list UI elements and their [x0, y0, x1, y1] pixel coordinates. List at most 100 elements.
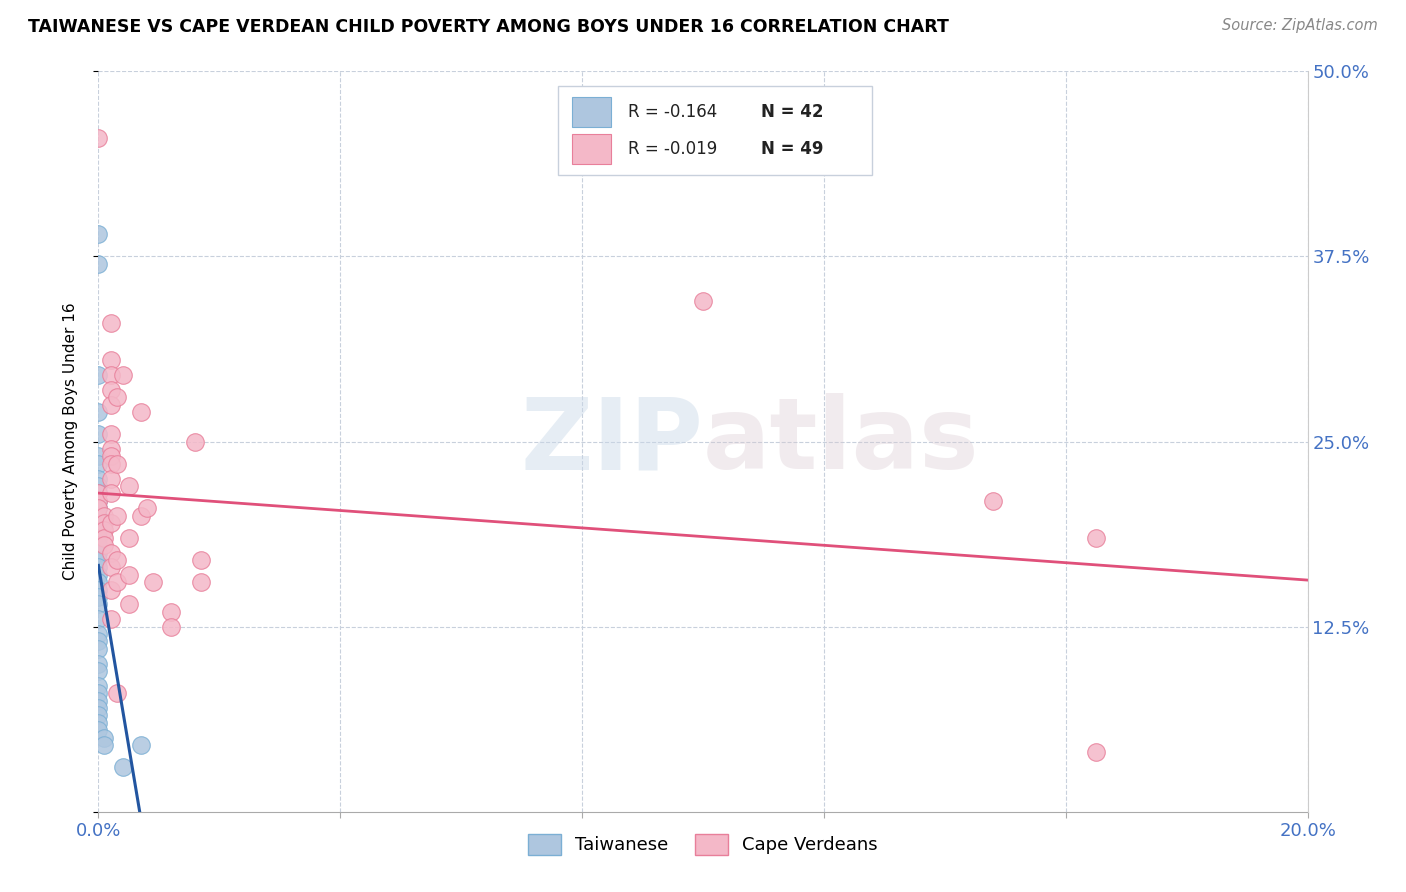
- Text: Source: ZipAtlas.com: Source: ZipAtlas.com: [1222, 18, 1378, 33]
- Point: [93, 738, 115, 752]
- Point: [105, 553, 128, 567]
- Point: [87, 708, 110, 723]
- Point: [692, 293, 714, 308]
- Point: [100, 316, 122, 330]
- Text: ZIP: ZIP: [520, 393, 703, 490]
- Point: [87, 493, 110, 508]
- Point: [160, 605, 183, 619]
- Point: [87, 227, 110, 242]
- Point: [87, 701, 110, 715]
- Bar: [572, 135, 612, 164]
- Point: [87, 664, 110, 678]
- Point: [118, 567, 141, 582]
- Point: [100, 398, 122, 412]
- Point: [105, 508, 128, 523]
- Point: [87, 641, 110, 656]
- Text: N = 42: N = 42: [761, 103, 824, 121]
- Point: [87, 479, 110, 493]
- Point: [100, 368, 122, 382]
- Point: [100, 450, 122, 464]
- Point: [87, 501, 110, 516]
- Point: [87, 553, 110, 567]
- Bar: [572, 97, 612, 127]
- Point: [129, 738, 152, 752]
- Point: [87, 131, 110, 145]
- Point: [93, 516, 115, 530]
- Point: [87, 627, 110, 641]
- Point: [87, 546, 110, 560]
- Point: [93, 508, 115, 523]
- Point: [100, 427, 122, 442]
- Point: [100, 582, 122, 597]
- Text: N = 49: N = 49: [761, 140, 824, 158]
- Point: [129, 405, 152, 419]
- Point: [87, 368, 110, 382]
- Point: [100, 383, 122, 397]
- Point: [87, 405, 110, 419]
- Point: [184, 434, 207, 449]
- Point: [100, 457, 122, 471]
- Point: [87, 657, 110, 671]
- Point: [87, 575, 110, 590]
- Point: [100, 612, 122, 626]
- Text: R = -0.019: R = -0.019: [628, 140, 717, 158]
- Point: [87, 538, 110, 552]
- Point: [87, 524, 110, 538]
- Point: [87, 486, 110, 500]
- Point: [87, 686, 110, 700]
- Point: [87, 427, 110, 442]
- Point: [87, 567, 110, 582]
- Point: [87, 694, 110, 708]
- Point: [1085, 531, 1108, 545]
- Point: [118, 598, 141, 612]
- Point: [100, 486, 122, 500]
- Text: R = -0.164: R = -0.164: [628, 103, 717, 121]
- Text: atlas: atlas: [703, 393, 980, 490]
- Bar: [558, 87, 872, 175]
- Point: [87, 590, 110, 604]
- Point: [93, 538, 115, 552]
- Point: [87, 457, 110, 471]
- Point: [87, 598, 110, 612]
- Point: [1085, 746, 1108, 760]
- Point: [87, 516, 110, 530]
- Point: [100, 353, 122, 368]
- Point: [87, 723, 110, 738]
- Point: [105, 390, 128, 404]
- Point: [981, 493, 1004, 508]
- Point: [100, 516, 122, 530]
- Point: [93, 524, 115, 538]
- Point: [87, 560, 110, 574]
- Point: [87, 257, 110, 271]
- Point: [160, 619, 183, 633]
- Point: [87, 486, 110, 500]
- Point: [87, 508, 110, 523]
- Text: TAIWANESE VS CAPE VERDEAN CHILD POVERTY AMONG BOYS UNDER 16 CORRELATION CHART: TAIWANESE VS CAPE VERDEAN CHILD POVERTY …: [28, 18, 949, 36]
- Point: [100, 442, 122, 456]
- Point: [118, 479, 141, 493]
- Point: [111, 760, 134, 774]
- Point: [93, 731, 115, 745]
- Point: [118, 531, 141, 545]
- Point: [87, 679, 110, 693]
- Point: [100, 560, 122, 574]
- Point: [105, 457, 128, 471]
- Point: [93, 531, 115, 545]
- Point: [87, 715, 110, 730]
- Point: [87, 471, 110, 485]
- Y-axis label: Child Poverty Among Boys Under 16: Child Poverty Among Boys Under 16: [63, 302, 77, 581]
- Point: [100, 471, 122, 485]
- Point: [87, 501, 110, 516]
- Point: [87, 612, 110, 626]
- Point: [111, 368, 134, 382]
- Point: [190, 575, 212, 590]
- Legend: Taiwanese, Cape Verdeans: Taiwanese, Cape Verdeans: [520, 827, 886, 862]
- Point: [105, 575, 128, 590]
- Point: [87, 582, 110, 597]
- Point: [190, 553, 212, 567]
- Point: [87, 531, 110, 545]
- Point: [129, 508, 152, 523]
- Point: [87, 634, 110, 648]
- Point: [87, 493, 110, 508]
- Point: [142, 575, 165, 590]
